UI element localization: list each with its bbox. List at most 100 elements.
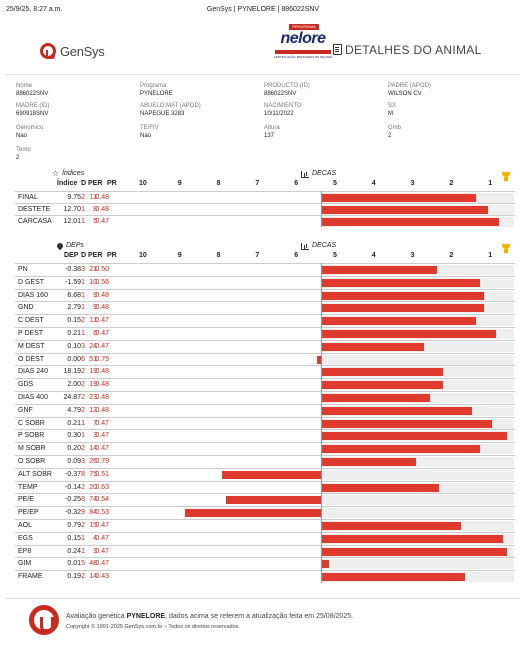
deca-tick-2: 2 — [449, 252, 454, 259]
trait-percentile: 3 — [93, 547, 97, 555]
abuelo-label: ABUELO MAT (APOD) — [140, 103, 201, 109]
trait-decile: 5 — [81, 560, 85, 568]
trait-value: 0.20 — [67, 445, 81, 453]
trait-accuracy: 0.47 — [95, 342, 109, 350]
trait-value: -0.37 — [65, 470, 81, 478]
madre-label: MADRE (ID) — [16, 103, 50, 109]
trait-percentile: 84 — [89, 509, 97, 517]
trait-name: O DEST — [18, 355, 45, 363]
deca-bar — [321, 304, 484, 313]
trait-name: ALT SOBR — [18, 470, 52, 478]
deps-row-p-sobr: P SOBR 0.30 1 3 0.47 — [15, 429, 515, 442]
trait-name: D GEST — [18, 278, 45, 286]
trait-value: 18.19 — [63, 368, 81, 376]
trait-value: 0.15 — [67, 317, 81, 325]
trait-name: CARCASA — [18, 218, 52, 225]
trait-name: DIAS 240 — [18, 368, 48, 376]
deps-row-o-sobr: O SOBR 0.09 3 26 0.79 — [15, 455, 515, 468]
footer-divider — [6, 598, 520, 599]
trait-decile: 1 — [81, 547, 85, 555]
trait-decile: 1 — [81, 218, 85, 225]
bar-chart-icon — [301, 171, 309, 178]
trait-value: 0.79 — [67, 522, 81, 529]
trait-accuracy: 0.47 — [95, 534, 109, 542]
deca-bar — [321, 419, 492, 428]
trait-percentile: 9 — [93, 291, 97, 299]
trait-percentile: 4 — [93, 534, 97, 542]
trait-accuracy: 0.48 — [95, 368, 109, 376]
trait-decile: 8 — [81, 496, 85, 504]
deca-bar — [321, 266, 438, 274]
deca-tick-7: 7 — [255, 180, 260, 187]
deca-bar — [222, 470, 321, 479]
deps-row-pe-e: PE/E -0.25 8 74 0.54 — [15, 493, 515, 506]
indices-section-header: ☆ Índices DECAS — [15, 169, 515, 181]
deca-tick-6: 6 — [294, 252, 299, 259]
temp-value: 2 — [16, 155, 20, 161]
center-axis-line — [321, 263, 322, 583]
deca-bar — [321, 206, 488, 214]
nome-value: 886022SNV — [16, 91, 49, 97]
deca-tick-9: 9 — [177, 180, 182, 187]
deca-tick-6: 6 — [294, 180, 299, 187]
trait-value: 2.00 — [67, 381, 81, 389]
genomico-value: Nao — [16, 133, 28, 139]
trait-decile: 9 — [81, 509, 85, 517]
trait-value: 0.09 — [67, 458, 81, 465]
trait-name: TEMP — [18, 483, 38, 491]
trait-value: 6.68 — [67, 291, 81, 299]
deps-row-m-dest: M DEST 0.10 3 24 0.47 — [15, 339, 515, 353]
deca-bar — [321, 458, 417, 466]
altura-label: Altura — [264, 125, 280, 131]
trait-accuracy: 0.79 — [95, 458, 109, 465]
deps-row-frame: FRAME 0.19 2 14 0.43 — [15, 570, 515, 583]
trait-percentile: 15 — [89, 522, 97, 529]
trait-name: DIAS 400 — [18, 394, 48, 401]
trait-value: 9.75 — [67, 194, 81, 201]
trait-percentile: 7 — [93, 419, 97, 427]
deca-bar — [321, 483, 440, 492]
trait-percentile: 26 — [89, 458, 97, 465]
trait-decile: 1 — [81, 432, 85, 440]
trait-value: 0.21 — [67, 419, 81, 427]
center-axis-line — [321, 191, 322, 227]
col-pr: PR — [107, 252, 117, 259]
tefiv-label: TE/FIV — [140, 125, 159, 131]
padre-label: PADRE (APOD) — [388, 83, 431, 89]
trait-accuracy: 0.51 — [95, 470, 109, 478]
deca-tick-9: 9 — [177, 252, 182, 259]
trait-name: C DEST — [18, 317, 44, 325]
nelore-underline — [275, 50, 331, 54]
trait-accuracy: 0.47 — [95, 330, 109, 337]
trait-percentile: 14 — [89, 573, 97, 581]
trait-name: DESTETE — [18, 206, 51, 213]
deca-tick-2: 2 — [449, 180, 454, 187]
deps-row-pn: PN -0.38 3 21 0.50 — [15, 263, 515, 276]
deps-decas-label: DECAS — [312, 242, 337, 249]
deps-table: DEPs DECAS DEP D PER PR 10 9 8 7 6 5 4 3 2 1 PN -0… — [15, 241, 515, 586]
tefiv-value: Nao — [140, 133, 152, 139]
trait-decile: 8 — [81, 470, 85, 478]
gmb-label: Gmb — [388, 125, 402, 131]
deps-column-header: DEP D PER PR 10 9 8 7 6 5 4 3 2 1 — [15, 252, 515, 262]
col-dep: DEP — [64, 252, 79, 259]
trait-value: 0.30 — [67, 432, 81, 440]
trait-decile: 6 — [81, 355, 85, 363]
deca-bar — [321, 445, 481, 454]
nelore-program-tag: PROGRAMA — [289, 24, 319, 30]
trait-value: -0.25 — [65, 496, 81, 504]
trait-name: O SOBR — [18, 458, 46, 465]
deps-row-d-gest: D GEST -1.59 1 10 0.56 — [15, 275, 515, 289]
trait-name: P SOBR — [18, 432, 45, 440]
trait-decile: 1 — [81, 206, 85, 213]
deca-tick-5: 5 — [333, 180, 337, 187]
trait-name: M SOBR — [18, 445, 46, 453]
print-title: GenSys | PYNELORE | 886022SNV — [206, 6, 320, 13]
trait-accuracy: 0.63 — [95, 483, 109, 491]
deps-row-dias-160: DIAS 160 6.68 1 9 0.48 — [15, 288, 515, 302]
trait-accuracy: 0.47 — [95, 560, 109, 568]
trait-decile: 3 — [81, 342, 85, 350]
trait-accuracy: 0.53 — [95, 509, 109, 517]
trait-percentile: 11 — [89, 317, 97, 325]
trait-accuracy: 0.47 — [95, 317, 109, 325]
